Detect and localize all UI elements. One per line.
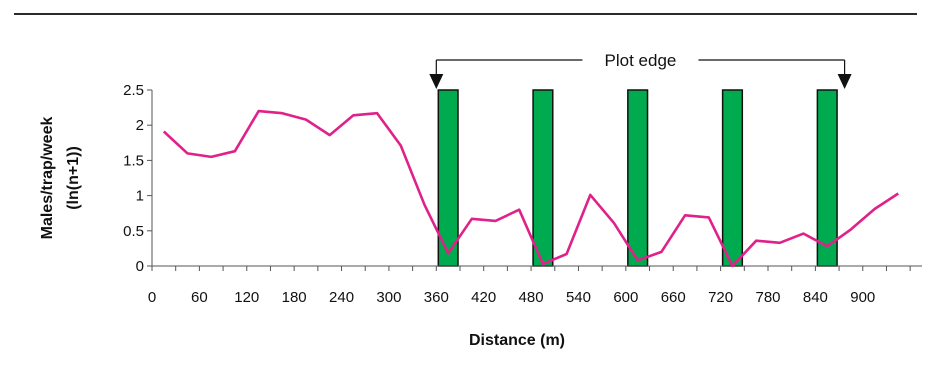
x-tick-label: 720	[708, 289, 733, 306]
annotation-label: Plot edge	[605, 51, 677, 70]
x-tick-label: 540	[566, 289, 591, 306]
y-tick-label: 0.5	[123, 223, 144, 240]
x-axis-title: Distance (m)	[469, 332, 565, 349]
y-tick-label: 0	[136, 258, 144, 275]
annotation-layer: Plot edge	[429, 51, 852, 89]
y-axis-title-line2: (ln(n+1))	[65, 146, 82, 210]
green-bar-2	[532, 89, 554, 267]
ticks-layer: 0 0.5 1 1.5 2 2.5 0 60 120 180 240 300 360 420 480 540 6…	[123, 82, 911, 306]
green-bar-5	[816, 89, 838, 267]
x-tick-label: 480	[519, 289, 544, 306]
x-tick-label: 420	[471, 289, 496, 306]
line-layer	[162, 109, 900, 268]
x-tick-label: 180	[282, 289, 307, 306]
green-bar-4	[721, 89, 744, 267]
data-line	[162, 109, 900, 268]
y-tick-label: 2.5	[123, 82, 144, 99]
y-tick-label: 2	[136, 117, 144, 134]
x-tick-label: 660	[661, 289, 686, 306]
green-bar-3	[627, 89, 649, 267]
x-tick-label: 600	[613, 289, 638, 306]
bars-layer	[437, 89, 838, 267]
x-tick-label: 240	[329, 289, 354, 306]
x-tick-label: 300	[376, 289, 401, 306]
top-rule	[14, 13, 917, 15]
x-tick-label: 780	[755, 289, 780, 306]
x-tick-label: 0	[148, 289, 156, 306]
x-tick-label: 900	[850, 289, 875, 306]
y-axis-title-line1: Males/trap/week	[39, 117, 56, 240]
x-tick-label: 840	[803, 289, 828, 306]
axes-layer	[151, 90, 922, 267]
x-tick-label: 60	[191, 289, 208, 306]
x-tick-label: 360	[424, 289, 449, 306]
arrow-down-left-icon	[429, 74, 444, 89]
y-tick-label: 1.5	[123, 152, 144, 169]
arrow-down-right-icon	[837, 74, 852, 89]
x-tick-label: 120	[234, 289, 259, 306]
y-tick-label: 1	[136, 188, 144, 205]
